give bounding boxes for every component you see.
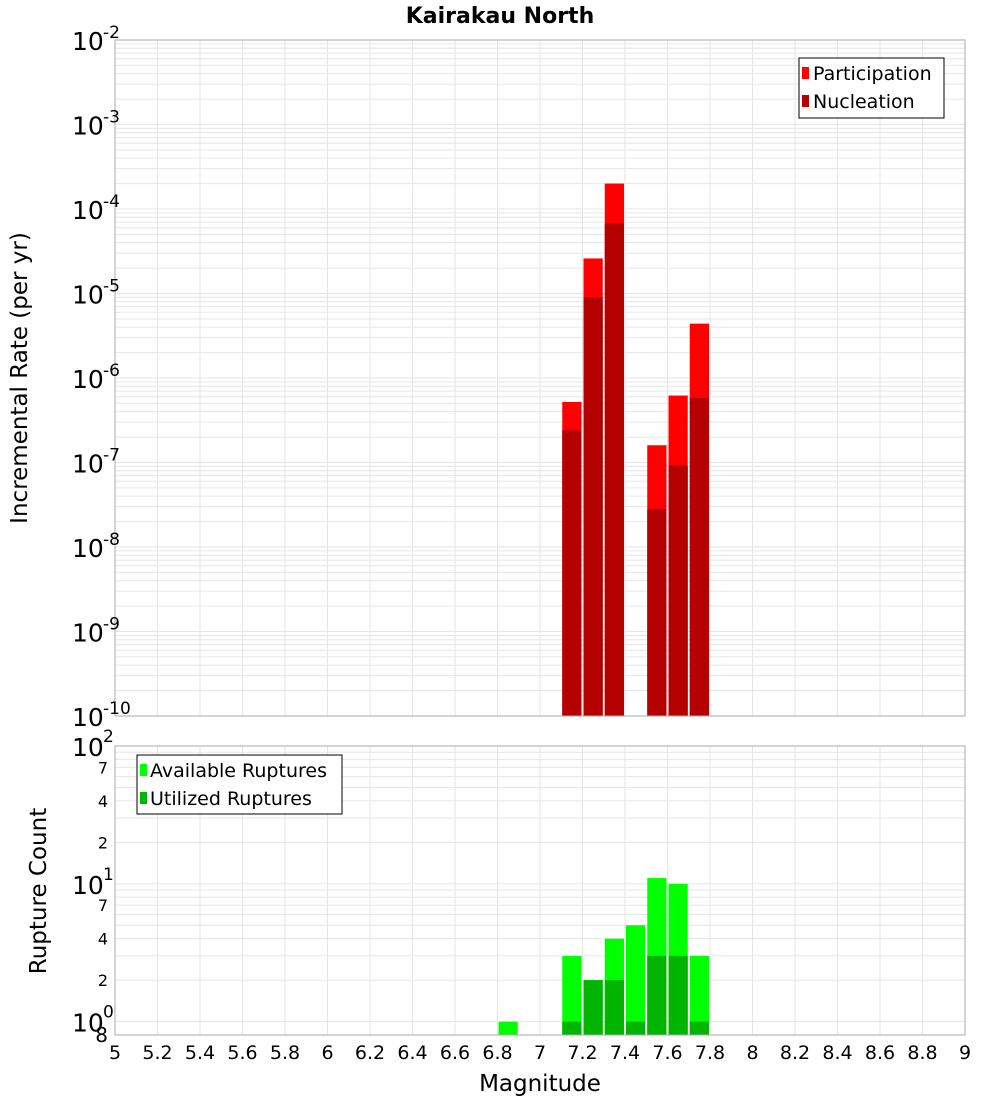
x-axis-label: Magnitude <box>479 1071 601 1097</box>
top-y-axis-label: Incremental Rate (per yr) <box>7 232 33 524</box>
top-y-tick-exponent: -6 <box>103 361 120 381</box>
top-y-tick-label: 10 <box>72 281 104 310</box>
x-tick-label: 8.6 <box>865 1042 895 1064</box>
bottom-y-tick-exponent: 1 <box>103 865 114 885</box>
bottom-y-tick-label-minor: 4 <box>98 930 108 949</box>
x-tick-label: 5.6 <box>227 1042 257 1064</box>
top-y-tick-label: 10 <box>72 619 104 648</box>
bottom-y-tick-label: 10 <box>72 733 104 762</box>
x-tick-label: 8.4 <box>822 1042 852 1064</box>
top-legend: Participation Nucleation <box>798 57 945 119</box>
legend-label-available-ruptures: Available Ruptures <box>150 760 327 782</box>
x-tick-label: 7 <box>534 1042 546 1064</box>
bottom-y-tick-label-minor: 7 <box>98 758 108 777</box>
top-y-tick-exponent: -5 <box>103 277 120 297</box>
top-plot-frame <box>114 39 966 717</box>
top-bar-nucleation-7.15 <box>562 430 582 716</box>
top-plot-bars <box>562 183 709 716</box>
top-y-tick-label: 10 <box>72 196 104 225</box>
bottom-y-tick-label-minor: 2 <box>98 833 108 852</box>
x-tick-label: 6.8 <box>482 1042 512 1064</box>
bottom-plot-frame <box>114 745 966 1036</box>
bottom-y-tick-label-min: 8 <box>95 1023 108 1047</box>
bottom-y-tick-label: 10 <box>72 871 104 900</box>
x-tick-label: 5 <box>109 1042 121 1064</box>
bottom-bar-utilized-ruptures-7.55 <box>647 955 667 1035</box>
x-tick-label: 6.4 <box>397 1042 427 1064</box>
top-y-tick-label: 10 <box>72 450 104 479</box>
top-bar-nucleation-7.65 <box>668 465 688 716</box>
bottom-bar-utilized-ruptures-7.35 <box>604 980 624 1035</box>
x-tick-label: 7.6 <box>652 1042 682 1064</box>
chart-title: Kairakau North <box>406 4 594 29</box>
top-bar-nucleation-7.75 <box>689 397 709 716</box>
x-tick-label: 9 <box>959 1042 971 1064</box>
legend-swatch-utilized-ruptures <box>140 792 147 804</box>
x-tick-label: 7.2 <box>567 1042 597 1064</box>
top-y-tick-exponent: -7 <box>103 446 120 466</box>
bottom-bar-utilized-ruptures-7.65 <box>668 955 688 1035</box>
x-tick-label: 8.2 <box>780 1042 810 1064</box>
top-bar-nucleation-7.25 <box>583 297 603 716</box>
top-bar-nucleation-7.35 <box>604 223 624 716</box>
bottom-bar-utilized-ruptures-7.75 <box>689 1021 709 1035</box>
x-tick-label: 5.2 <box>142 1042 172 1064</box>
x-tick-label: 8.8 <box>907 1042 937 1064</box>
x-tick-label: 7.4 <box>610 1042 640 1064</box>
bottom-bar-available-ruptures-7.15 <box>562 955 582 1035</box>
bottom-y-tick-label-minor: 4 <box>98 792 108 811</box>
bottom-bar-utilized-ruptures-7.15 <box>562 1021 582 1035</box>
top-y-tick-label: 10 <box>72 112 104 141</box>
top-y-tick-exponent: -4 <box>103 192 120 212</box>
top-y-tick-label: 10 <box>72 534 104 563</box>
top-plot-grid <box>114 40 966 717</box>
x-tick-labels: 5 5.2 5.4 5.6 5.8 6 6.2 6.4 6.6 6.8 7 7.2 7.4 7.6 7.8 8… <box>109 1042 971 1064</box>
legend-label-nucleation: Nucleation <box>813 91 915 113</box>
bottom-legend-box <box>136 754 343 815</box>
legend-swatch-available-ruptures <box>140 764 147 776</box>
legend-label-utilized-ruptures: Utilized Ruptures <box>150 788 312 810</box>
top-y-tick-exponent: -2 <box>103 23 120 43</box>
bottom-bar-available-ruptures-7.75 <box>689 955 709 1035</box>
legend-swatch-nucleation <box>802 95 809 107</box>
bottom-plot-bars <box>498 878 709 1035</box>
bottom-y-tick-label: 10 <box>72 1009 104 1038</box>
top-bar-nucleation-7.55 <box>647 509 667 716</box>
bottom-bar-utilized-ruptures-7.25 <box>583 980 603 1035</box>
x-tick-label: 7.8 <box>695 1042 725 1064</box>
x-tick-label: 5.4 <box>185 1042 215 1064</box>
bottom-legend: Available Ruptures Utilized Ruptures <box>136 754 343 815</box>
bottom-y-axis-label: Rupture Count <box>26 808 52 974</box>
bottom-y-tick-label-minor: 7 <box>98 896 108 915</box>
x-tick-label: 6 <box>321 1042 333 1064</box>
bottom-y-tick-exponent: 0 <box>103 1003 114 1023</box>
top-legend-box <box>798 57 945 119</box>
top-y-tick-exponent: -3 <box>103 108 120 128</box>
bottom-y-tick-label-minor: 2 <box>98 971 108 990</box>
x-tick-label: 8 <box>746 1042 758 1064</box>
legend-label-participation: Participation <box>813 63 932 85</box>
x-tick-label: 6.6 <box>440 1042 470 1064</box>
top-y-tick-label: 10 <box>72 365 104 394</box>
top-y-tick-exponent: -8 <box>103 530 120 550</box>
top-y-tick-exponent: -10 <box>103 699 131 719</box>
top-y-tick-exponent: -9 <box>103 615 120 635</box>
x-tick-label: 6.2 <box>355 1042 385 1064</box>
bottom-bar-utilized-ruptures-7.45 <box>626 1021 646 1035</box>
bottom-bar-available-ruptures-6.85 <box>498 1021 518 1035</box>
top-y-tick-label: 10 <box>72 703 104 732</box>
top-y-tick-label: 10 <box>72 27 104 56</box>
x-tick-label: 5.8 <box>270 1042 300 1064</box>
bottom-bar-available-ruptures-7.45 <box>626 925 646 1035</box>
legend-swatch-participation <box>802 67 809 79</box>
bottom-y-tick-exponent: 2 <box>103 727 114 747</box>
